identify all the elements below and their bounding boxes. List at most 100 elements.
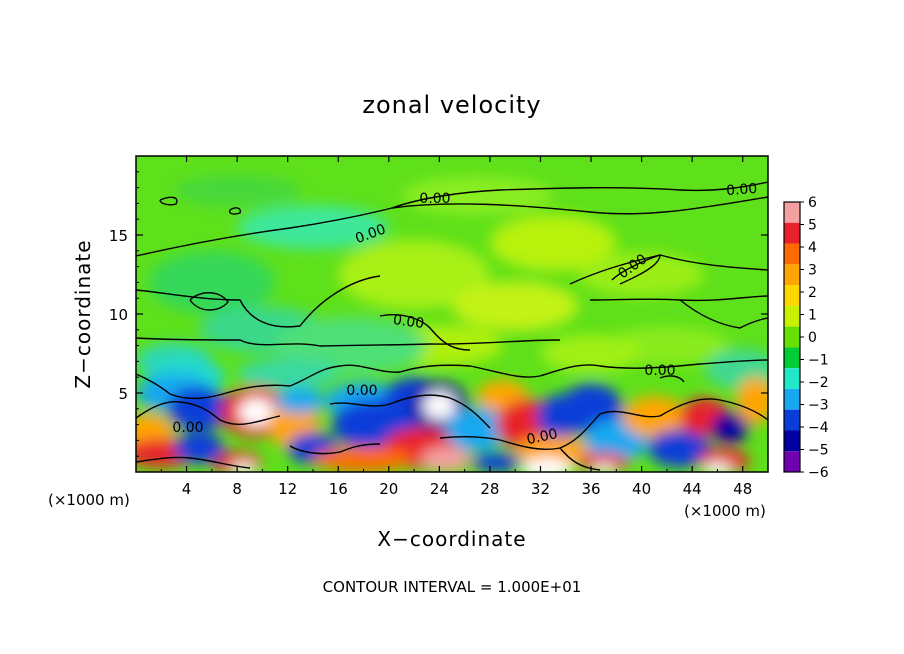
velocity-cell: [338, 239, 490, 310]
contour-interval-note: CONTOUR INTERVAL = 1.000E+01: [323, 578, 582, 596]
colorbar-swatch: [784, 264, 800, 286]
velocity-cell: [711, 411, 750, 444]
zero-contour: [189, 292, 229, 311]
colorbar-label: −1: [808, 353, 829, 369]
zero-contour: [329, 394, 491, 429]
colorbar-label: −6: [808, 465, 829, 481]
zero-contour: [159, 196, 178, 206]
y-axis: 5 10 15: [109, 171, 768, 457]
zero-contour: [136, 196, 768, 257]
colorbar-swatch: [784, 326, 800, 348]
x-unit-left: (×1000 m): [48, 491, 130, 509]
velocity-cell: [173, 174, 301, 207]
colorbar-label: 4: [808, 240, 817, 256]
colorbar-label: 1: [808, 308, 817, 324]
zero-contour: [136, 401, 281, 425]
zero-contour: [391, 181, 768, 209]
velocity-cell: [647, 429, 712, 468]
velocity-cell: [173, 432, 225, 465]
zero-contour: [136, 337, 561, 347]
colorbar-swatch: [784, 222, 800, 244]
zero-contour: [659, 375, 685, 383]
velocity-cell: [489, 214, 617, 272]
x-tick-label: 4: [182, 480, 192, 498]
y-tick-label: 10: [109, 306, 128, 324]
x-tick-label: 48: [733, 480, 752, 498]
x-tick-label: 32: [531, 480, 550, 498]
x-tick-label: 24: [430, 480, 449, 498]
contour-label: 0.00: [392, 312, 425, 332]
velocity-cell: [452, 280, 579, 332]
colorbar: 6 5 4 3 2 1 0 −1 −2 −3 −4 −5 −6: [783, 195, 829, 481]
colorbar-swatch: [784, 202, 800, 223]
velocity-cell: [312, 446, 415, 472]
zero-contour: [499, 410, 661, 450]
velocity-cell: [148, 250, 276, 314]
y-axis-label: Z−coordinate: [71, 239, 95, 388]
x-axis: 4 8 12 16 20 24 28 32 36 40 44 48: [160, 156, 752, 498]
contour-label: 0.00: [172, 420, 203, 436]
contour-label: 0.00: [419, 191, 450, 207]
y-tick-label: 15: [109, 227, 128, 245]
x-tick-label: 28: [480, 480, 499, 498]
colorbar-label: 6: [808, 195, 817, 211]
colorbar-swatch: [784, 430, 800, 452]
colorbar-label: −2: [808, 375, 829, 391]
velocity-cell: [470, 453, 522, 472]
velocity-cell: [736, 377, 768, 425]
velocity-cell: [237, 358, 339, 390]
contour-label: 0.00: [644, 363, 675, 379]
x-tick-label: 12: [278, 480, 297, 498]
contour-label: 0.00: [726, 181, 758, 199]
velocity-cell: [578, 252, 705, 297]
x-tick-label: 36: [581, 480, 600, 498]
colorbar-swatch: [784, 451, 800, 472]
colorbar-label: −4: [808, 420, 829, 436]
velocity-cell: [420, 446, 471, 472]
x-unit-right: (×1000 m): [684, 502, 766, 520]
velocity-cell: [275, 388, 326, 414]
colorbar-swatch: [784, 409, 800, 431]
velocity-cell: [540, 334, 642, 373]
contour-label: 0.00: [346, 383, 377, 399]
zero-contour: [659, 398, 768, 421]
zero-contour: [289, 443, 381, 455]
zero-contour: [136, 456, 251, 469]
velocity-cell: [521, 457, 573, 472]
velocity-cell: [422, 391, 456, 420]
colorbar-label: 0: [808, 330, 817, 346]
zero-contour: [136, 275, 381, 328]
colorbar-swatch: [784, 368, 800, 389]
zero-contour: [679, 299, 768, 329]
zero-contour: [289, 364, 471, 387]
x-axis-label: X−coordinate: [377, 527, 526, 551]
colorbar-swatch: [784, 305, 800, 327]
x-tick-label: 8: [232, 480, 242, 498]
colorbar-label: 2: [808, 285, 817, 301]
x-tick-label: 16: [329, 480, 348, 498]
velocity-field: [136, 156, 768, 472]
zero-contour: [228, 207, 242, 215]
colorbar-swatch: [784, 388, 800, 410]
contour-label: 0.00: [525, 426, 559, 448]
colorbar-swatch: [784, 347, 800, 369]
x-tick-label: 40: [632, 480, 651, 498]
x-tick-label: 20: [379, 480, 398, 498]
zero-contour: [611, 254, 661, 285]
velocity-cell: [230, 462, 257, 472]
zero-contour: [439, 435, 501, 441]
velocity-cell: [401, 176, 554, 215]
colorbar-swatch: [784, 285, 800, 306]
zero-contour: [469, 359, 768, 378]
velocity-cell: [445, 407, 509, 452]
zero-contour: [379, 314, 471, 351]
zero-contour: [136, 373, 291, 400]
x-tick-label: 44: [683, 480, 702, 498]
chart-title: zonal velocity: [362, 91, 541, 119]
colorbar-swatch: [784, 243, 800, 265]
velocity-cell: [237, 204, 389, 250]
colorbar-label: −5: [808, 443, 829, 459]
y-tick-label: 5: [118, 385, 128, 403]
colorbar-label: 5: [808, 218, 817, 234]
